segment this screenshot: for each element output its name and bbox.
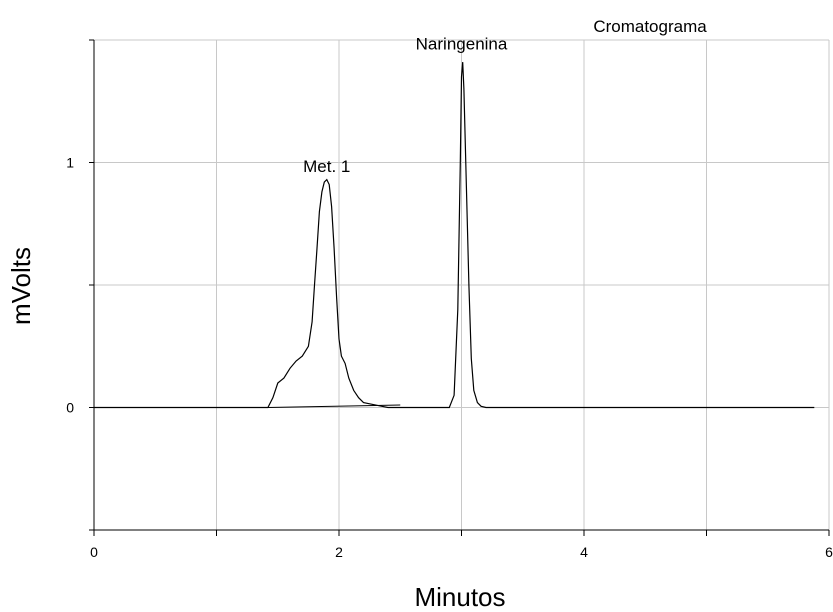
x-tick-label: 4 (580, 544, 588, 560)
y-ticks: 01 (66, 39, 94, 531)
x-tick-label: 0 (90, 544, 98, 560)
chart-title: Cromatograma (593, 17, 707, 36)
y-tick-label: 1 (66, 155, 74, 171)
peak-annotations: Met. 1 Naringenina (303, 34, 508, 176)
x-ticks: 0 2 4 6 (90, 530, 833, 560)
peak-label: Naringenina (416, 34, 508, 53)
chromatogram-trace (94, 62, 815, 409)
y-axis-label: mVolts (6, 247, 36, 325)
peak-label: Met. 1 (303, 157, 350, 176)
x-tick-label: 6 (825, 544, 833, 560)
x-axis-label: Minutos (414, 582, 505, 612)
x-tick-label: 2 (335, 544, 343, 560)
y-tick-label: 0 (66, 400, 74, 416)
